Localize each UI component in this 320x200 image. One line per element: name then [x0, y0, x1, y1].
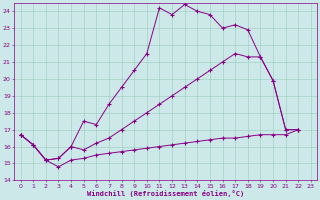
X-axis label: Windchill (Refroidissement éolien,°C): Windchill (Refroidissement éolien,°C)	[87, 190, 244, 197]
